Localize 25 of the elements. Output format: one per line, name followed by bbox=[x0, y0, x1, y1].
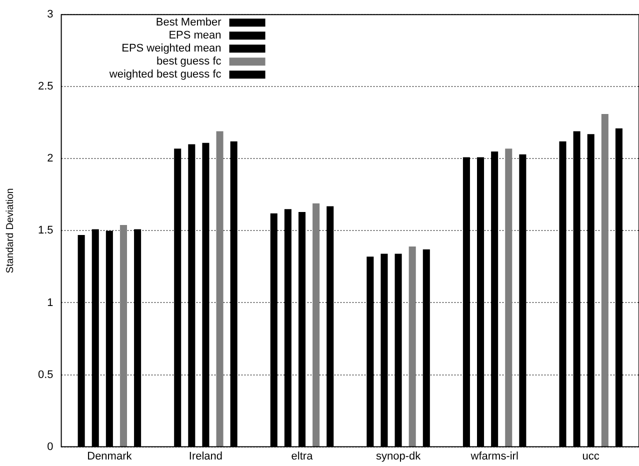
y-tick-label: 2.5 bbox=[38, 80, 54, 93]
x-tick-label: wfarms-irl bbox=[470, 450, 518, 462]
bar bbox=[216, 131, 224, 446]
y-tick-label: 3 bbox=[47, 8, 54, 21]
bar bbox=[120, 224, 128, 446]
y-tick-label: 0 bbox=[47, 440, 54, 453]
y-axis-title: Standard Deviation bbox=[4, 188, 16, 274]
y-tick-label: 0.5 bbox=[38, 368, 54, 381]
legend-label: weighted best guess fc bbox=[108, 68, 222, 81]
legend-label: Best Member bbox=[156, 16, 222, 29]
x-tick-label: synop-dk bbox=[376, 450, 422, 462]
x-tick-label: Denmark bbox=[87, 450, 132, 462]
x-tick-label: Ireland bbox=[188, 450, 223, 462]
bar bbox=[312, 203, 320, 446]
legend-label: EPS mean bbox=[168, 30, 222, 42]
y-tick-label: 1 bbox=[47, 296, 54, 309]
bar bbox=[505, 148, 512, 446]
legend-label: best guess fc bbox=[156, 56, 222, 68]
x-tick-label: eltra bbox=[291, 450, 314, 462]
bar bbox=[408, 246, 416, 446]
legend-label: EPS weighted mean bbox=[122, 42, 222, 55]
y-tick-label: 1.5 bbox=[38, 224, 54, 237]
x-tick-label: ucc bbox=[582, 450, 600, 462]
y-tick-label: 2 bbox=[47, 152, 54, 165]
bar bbox=[601, 114, 608, 446]
